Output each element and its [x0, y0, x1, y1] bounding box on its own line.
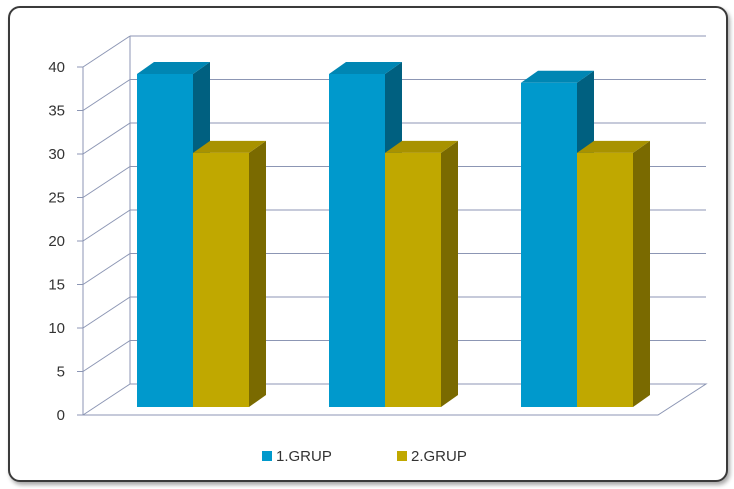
- bar-top: [137, 62, 210, 74]
- legend-item: 2.GRUP: [397, 448, 467, 465]
- y-tick-label: 40: [48, 59, 65, 76]
- gridline-side: [82, 35, 131, 68]
- y-tick-label: 15: [48, 277, 65, 294]
- y-axis: 0 5 10 15 20 25 30 35 40: [48, 59, 83, 424]
- bar-front: [193, 152, 249, 407]
- y-tick-label: 5: [57, 364, 65, 381]
- gridline-side: [82, 79, 131, 111]
- bar-front: [137, 74, 193, 407]
- y-tick-label: 10: [48, 320, 65, 337]
- bar-top: [577, 140, 650, 153]
- bar: [385, 140, 458, 408]
- gridline-side: [82, 122, 131, 155]
- bars: [137, 62, 650, 408]
- bar-side: [441, 140, 458, 408]
- y-tick-label: 0: [57, 407, 65, 424]
- legend-label: 1.GRUP: [276, 448, 332, 465]
- y-tick-label: 20: [48, 233, 65, 250]
- bar-front: [329, 74, 385, 407]
- gridline-side: [82, 383, 131, 416]
- bar-front: [521, 82, 577, 408]
- legend-swatch: [262, 451, 272, 461]
- y-tick-label: 30: [48, 146, 65, 163]
- bar-front: [385, 152, 441, 407]
- legend-label: 2.GRUP: [411, 448, 467, 465]
- legend-swatch: [397, 451, 407, 461]
- gridline-side: [82, 296, 131, 329]
- legend-item: 1.GRUP: [262, 448, 332, 465]
- gridline-side: [82, 209, 131, 242]
- bar-front: [577, 152, 633, 407]
- gridline-side: [82, 340, 131, 372]
- bar-top: [193, 140, 266, 153]
- legend: 1.GRUP 2.GRUP: [262, 448, 467, 465]
- bar-side: [249, 140, 266, 408]
- y-tick-label: 25: [48, 190, 65, 207]
- bar-side: [633, 140, 650, 408]
- bar-top: [385, 140, 458, 153]
- bar-top: [521, 70, 594, 83]
- gridline-side: [82, 166, 131, 198]
- bar: [193, 140, 266, 408]
- bar: [577, 140, 650, 408]
- bar-top: [329, 62, 402, 74]
- y-tick-label: 35: [48, 103, 65, 120]
- gridline-side: [82, 253, 131, 285]
